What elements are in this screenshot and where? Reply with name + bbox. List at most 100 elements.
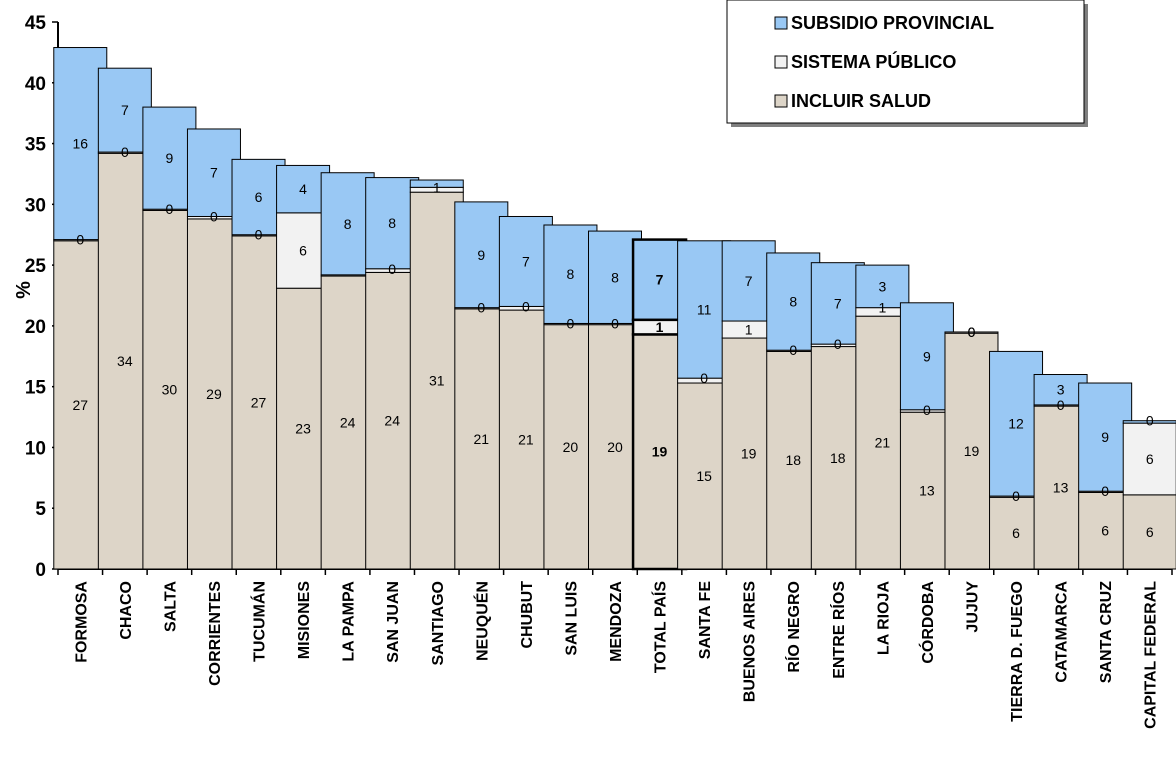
data-label: 9 [477, 247, 485, 263]
data-label: 7 [656, 272, 664, 288]
category-label: CHACO [118, 581, 135, 640]
category-label: CAPITAL FEDERAL [1143, 581, 1160, 729]
category-label: CÓRDOBA [918, 581, 937, 664]
data-label: 29 [206, 386, 222, 402]
data-label: 21 [474, 431, 490, 447]
data-label: 7 [522, 253, 530, 269]
data-label: 6 [255, 189, 263, 205]
category-label: MISIONES [296, 581, 313, 660]
data-label: 1 [878, 300, 886, 316]
legend-label: SISTEMA PÚBLICO [791, 51, 956, 72]
data-label: 0 [121, 144, 129, 160]
y-axis-label: % [13, 281, 35, 299]
category-label: SAN JUAN [385, 581, 402, 663]
data-label: 21 [875, 435, 891, 451]
data-label: 4 [299, 181, 307, 197]
category-label: RÍO NEGRO [784, 581, 803, 673]
category-label: FORMOSA [73, 581, 90, 663]
legend-label: INCLUIR SALUD [791, 91, 931, 111]
data-label: 13 [919, 483, 935, 499]
subsidio-provincial-segment [855, 264, 910, 309]
data-label: 9 [166, 150, 174, 166]
data-label: 0 [76, 232, 84, 248]
data-label: 7 [745, 273, 753, 289]
data-label: 12 [1008, 416, 1024, 432]
data-label: 20 [563, 439, 579, 455]
data-label: 24 [340, 415, 356, 431]
data-label: 30 [162, 382, 178, 398]
y-tick-label: 25 [25, 256, 47, 277]
y-tick-label: 35 [25, 135, 47, 156]
data-label: 18 [785, 452, 801, 468]
data-label: 8 [567, 266, 575, 282]
y-tick-label: 40 [25, 74, 46, 95]
category-label: CORRIENTES [207, 581, 224, 686]
data-label: 0 [388, 261, 396, 277]
category-label: MENDOZA [608, 581, 625, 662]
category-label: BUENOS AIRES [742, 581, 759, 703]
data-label: 0 [1057, 397, 1065, 413]
data-label: 11 [697, 301, 712, 317]
y-tick-label: 45 [25, 13, 47, 34]
data-label: 0 [700, 370, 708, 386]
data-label: 13 [1053, 480, 1069, 496]
category-label: SANTA FE [697, 581, 714, 660]
data-label: 8 [789, 294, 797, 310]
category-label: SANTA CRUZ [1098, 581, 1115, 683]
data-label: 8 [611, 269, 619, 285]
category-label: SAN LUIS [563, 581, 580, 656]
data-label: 3 [878, 278, 886, 294]
data-label: 0 [968, 324, 976, 340]
data-label: 7 [210, 165, 218, 181]
subsidio-provincial-segment [1122, 420, 1176, 424]
data-label: 16 [72, 136, 88, 152]
data-label: 1 [656, 319, 664, 335]
data-label: 6 [1146, 524, 1154, 540]
bars [53, 47, 1176, 571]
data-label: 0 [834, 336, 842, 352]
data-label: 0 [611, 315, 619, 331]
data-label: 34 [117, 353, 133, 369]
data-label: 7 [834, 295, 842, 311]
category-label: TOTAL PAÍS [651, 581, 670, 673]
data-label: 9 [1101, 429, 1109, 445]
category-labels: FORMOSA CHACO SALTA CORRIENTES TUCUMÁN MISION… [73, 581, 1159, 729]
category-label: CHUBUT [519, 581, 536, 649]
y-tick-label: 15 [25, 378, 47, 399]
legend-swatch [774, 16, 788, 30]
data-label: 8 [388, 215, 396, 231]
category-label: LA RIOJA [875, 581, 892, 656]
sistema-publico-segment [1122, 422, 1176, 496]
category-label: ENTRE RÍOS [829, 581, 848, 679]
data-label: 9 [923, 348, 931, 364]
data-label: 1 [745, 322, 753, 338]
category-label: NEUQUÉN [472, 581, 491, 661]
data-label: 19 [652, 444, 668, 460]
data-label: 27 [251, 394, 267, 410]
data-label: 0 [477, 300, 485, 316]
legend-label: SUBSIDIO PROVINCIAL [791, 13, 994, 33]
data-label: 6 [1101, 523, 1109, 539]
sistema-publico-segment [944, 331, 999, 334]
y-tick-label: 20 [25, 317, 46, 338]
data-label: 27 [72, 397, 88, 413]
data-label: 0 [522, 298, 530, 314]
category-label: JUJUY [964, 581, 981, 633]
legend: SUBSIDIO PROVINCIAL SISTEMA PÚBLICO INCLUI… [726, 0, 1088, 127]
data-label: 31 [429, 373, 445, 389]
data-labels: 2701634073009290727062364248240831121092… [72, 102, 1153, 541]
data-label: 0 [1012, 488, 1020, 504]
data-label: 20 [607, 439, 623, 455]
category-label: SANTIAGO [430, 581, 447, 665]
data-label: 0 [567, 315, 575, 331]
data-label: 3 [1057, 382, 1065, 398]
subsidio-provincial-segment [409, 179, 464, 188]
data-label: 24 [384, 413, 400, 429]
data-label: 21 [518, 432, 534, 448]
category-label: SALTA [162, 581, 179, 632]
category-label: CATAMARCA [1054, 581, 1071, 683]
y-tick-label: 30 [25, 195, 46, 216]
y-tick-label: 0 [35, 560, 46, 581]
data-label: 6 [1012, 525, 1020, 541]
